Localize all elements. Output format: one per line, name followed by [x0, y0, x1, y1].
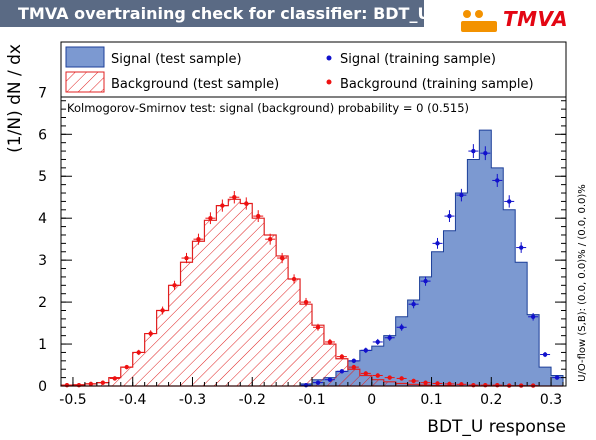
signal-training-point: [447, 213, 452, 219]
legend-signal-test-label: Signal (test sample): [111, 52, 242, 67]
tmva-logo-icon: [461, 10, 497, 32]
legend-signal-train-label: Signal (training sample): [340, 52, 496, 67]
background-training-point: [351, 364, 357, 370]
x-tick-label: -0.1: [298, 392, 325, 408]
background-training-point: [315, 325, 321, 330]
ks-test-text: Kolmogorov-Smirnov test: signal (backgro…: [67, 101, 469, 115]
signal-training-point: [483, 150, 488, 156]
signal-training-point: [411, 301, 416, 307]
y-tick-label: 3: [38, 253, 47, 269]
background-training-point: [303, 299, 309, 305]
signal-training-point: [303, 382, 309, 388]
legend-box: [60, 41, 567, 98]
background-training-point: [124, 364, 129, 370]
signal-training-point: [327, 377, 333, 382]
y-tick-label: 2: [38, 295, 47, 311]
background-training-point: [148, 331, 153, 336]
background-training-point: [375, 373, 380, 378]
background-training-point: [160, 308, 165, 313]
background-training-point: [339, 354, 345, 359]
legend-signal-train-marker: [326, 55, 332, 61]
background-training-point: [112, 376, 117, 381]
background-training-point: [279, 255, 285, 261]
x-tick-label: -0.4: [119, 392, 146, 408]
overflow-text: U/O-flow (S,B): (0.0, 0.0)% / (0.0, 0.0)…: [577, 184, 588, 382]
background-training-point: [435, 381, 440, 386]
signal-training-point: [507, 199, 512, 204]
legend-background-train-marker: [326, 79, 332, 85]
background-training-point: [244, 201, 249, 206]
signal-training-point: [423, 278, 428, 284]
background-training-point: [64, 382, 70, 388]
background-training-point: [399, 376, 404, 381]
signal-training-point: [315, 380, 321, 385]
signal-training-point: [435, 241, 440, 246]
background-training-point: [447, 381, 452, 387]
y-tick-label: 6: [38, 127, 47, 143]
background-training-point: [220, 203, 225, 208]
background-training-point: [208, 215, 213, 221]
background-training-point: [459, 382, 464, 387]
background-training-point: [387, 375, 392, 380]
background-training-point: [471, 382, 476, 388]
background-training-point: [363, 371, 368, 376]
x-tick-label: -0.2: [239, 392, 266, 408]
background-training-point: [100, 380, 106, 385]
y-axis-label: (1/N) dN / dx: [5, 44, 25, 153]
signal-training-point: [518, 245, 524, 250]
x-tick-label: -0.3: [179, 392, 206, 408]
signal-training-point: [351, 358, 357, 364]
background-training-point: [88, 381, 94, 387]
background-training-point: [76, 382, 82, 388]
signal-training-point: [530, 314, 536, 319]
background-training-point: [291, 276, 297, 282]
signal-training-point: [459, 192, 464, 198]
logo-text: TMVA: [503, 7, 569, 31]
background-training-point: [196, 236, 201, 242]
x-tick-label: 0: [367, 392, 376, 408]
signal-training-point: [399, 325, 404, 330]
signal-training-point: [375, 339, 380, 345]
signal-training-point: [339, 369, 345, 374]
background-training-point: [495, 382, 500, 388]
legend-background-test-label: Background (test sample): [111, 77, 279, 92]
signal-training-point: [387, 335, 392, 340]
legend-background-test-swatch: [65, 71, 105, 93]
x-axis-label: BDT_U response: [427, 417, 566, 437]
legend-signal-test-swatch: [65, 46, 105, 68]
background-training-point: [172, 283, 177, 288]
background-training-point: [232, 195, 237, 200]
signal-training-point: [471, 148, 476, 154]
x-tick-label: 0.2: [480, 392, 502, 408]
y-tick-label: 1: [38, 337, 47, 353]
y-tick-label: 7: [38, 85, 47, 101]
x-tick-label: -0.5: [59, 392, 86, 408]
background-training-point: [256, 213, 261, 219]
y-tick-label: 4: [38, 211, 47, 227]
x-tick-label: 0.3: [540, 392, 562, 408]
signal-training-point: [495, 178, 500, 183]
background-training-point: [327, 339, 333, 345]
signal-training-point: [363, 348, 368, 353]
signal-training-point: [542, 352, 548, 357]
x-tick-label: 0.1: [420, 392, 442, 408]
background-training-point: [267, 236, 273, 242]
chart-title: TMVA overtraining check for classifier: …: [0, 0, 430, 27]
background-training-point: [423, 380, 428, 385]
signal-training-point: [554, 375, 560, 380]
background-training-point: [483, 382, 488, 388]
legend-background-train-label: Background (training sample): [340, 77, 534, 92]
background-training-point: [184, 255, 189, 261]
background-training-point: [136, 350, 141, 355]
y-tick-label: 5: [38, 169, 47, 185]
y-tick-label: 0: [38, 379, 47, 395]
background-training-point: [411, 378, 416, 384]
